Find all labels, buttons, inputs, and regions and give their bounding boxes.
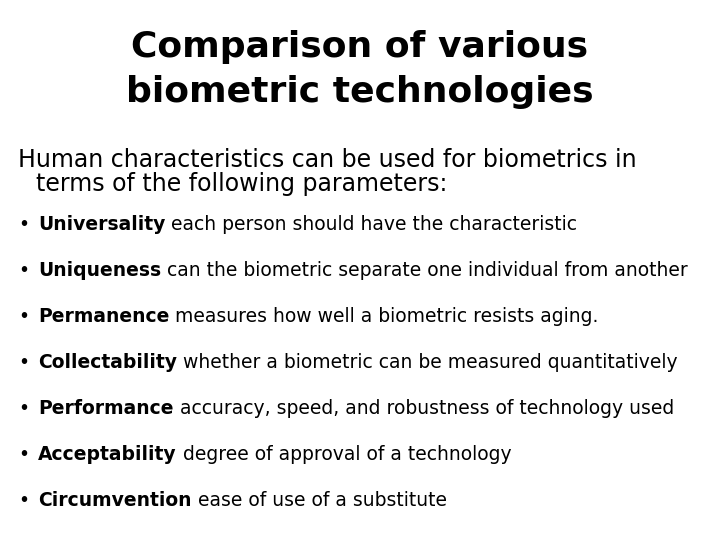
Text: measures how well a biometric resists aging.: measures how well a biometric resists ag… [169, 307, 599, 326]
Text: Comparison of various: Comparison of various [132, 30, 588, 64]
Text: •: • [18, 215, 29, 234]
Text: accuracy, speed, and robustness of technology used: accuracy, speed, and robustness of techn… [174, 399, 674, 418]
Text: •: • [18, 307, 29, 326]
Text: can the biometric separate one individual from another: can the biometric separate one individua… [161, 261, 688, 280]
Text: ease of use of a substitute: ease of use of a substitute [192, 491, 446, 510]
Text: •: • [18, 353, 29, 372]
Text: terms of the following parameters:: terms of the following parameters: [36, 172, 447, 196]
Text: Uniqueness: Uniqueness [38, 261, 161, 280]
Text: Universality: Universality [38, 215, 166, 234]
Text: •: • [18, 261, 29, 280]
Text: Collectability: Collectability [38, 353, 177, 372]
Text: Performance: Performance [38, 399, 174, 418]
Text: degree of approval of a technology: degree of approval of a technology [176, 445, 511, 464]
Text: Human characteristics can be used for biometrics in: Human characteristics can be used for bi… [18, 148, 636, 172]
Text: •: • [18, 491, 29, 510]
Text: whether a biometric can be measured quantitatively: whether a biometric can be measured quan… [177, 353, 678, 372]
Text: •: • [18, 399, 29, 418]
Text: Acceptability: Acceptability [38, 445, 176, 464]
Text: Permanence: Permanence [38, 307, 169, 326]
Text: biometric technologies: biometric technologies [126, 75, 594, 109]
Text: Circumvention: Circumvention [38, 491, 192, 510]
Text: each person should have the characteristic: each person should have the characterist… [166, 215, 577, 234]
Text: •: • [18, 445, 29, 464]
